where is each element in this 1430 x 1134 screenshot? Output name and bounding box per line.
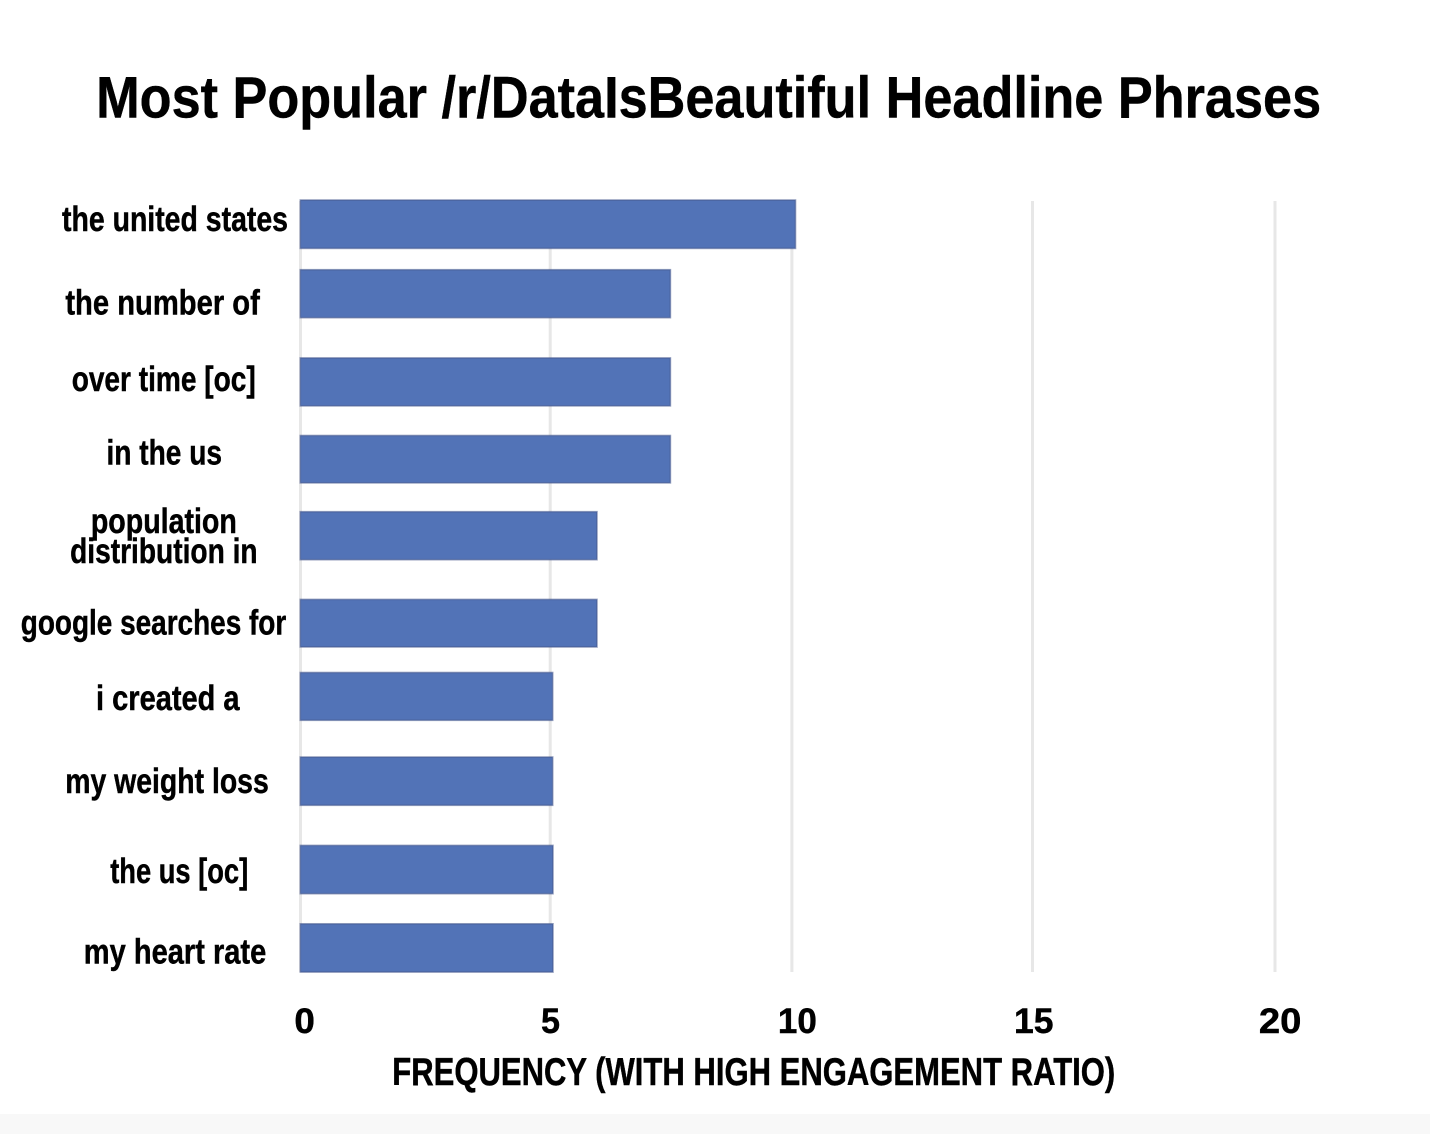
svg-text:my weight loss: my weight loss	[65, 762, 269, 801]
svg-text:the us [oc]: the us [oc]	[110, 852, 248, 891]
svg-text:over time [oc]: over time [oc]	[72, 360, 256, 399]
svg-text:20: 20	[1259, 1002, 1302, 1041]
svg-text:15: 15	[1014, 1002, 1054, 1041]
svg-text:0: 0	[294, 1002, 315, 1041]
svg-text:FREQUENCY (WITH HIGH ENGAGEMEN: FREQUENCY (WITH HIGH ENGAGEMENT RATIO)	[392, 1051, 1115, 1094]
svg-text:the number of: the number of	[65, 284, 260, 323]
svg-text:i created a: i created a	[96, 679, 240, 718]
svg-text:google searches for: google searches for	[21, 604, 287, 643]
svg-text:in the us: in the us	[107, 434, 223, 473]
svg-text:distribution in: distribution in	[70, 532, 258, 571]
svg-text:10: 10	[778, 1002, 817, 1041]
svg-text:5: 5	[541, 1002, 560, 1041]
svg-text:population: population	[91, 502, 237, 541]
svg-text:my heart rate: my heart rate	[84, 933, 267, 972]
svg-text:Most Popular /r/DataIsBeautifu: Most Popular /r/DataIsBeautiful Headline…	[96, 65, 1321, 130]
svg-text:the united states: the united states	[62, 200, 288, 239]
